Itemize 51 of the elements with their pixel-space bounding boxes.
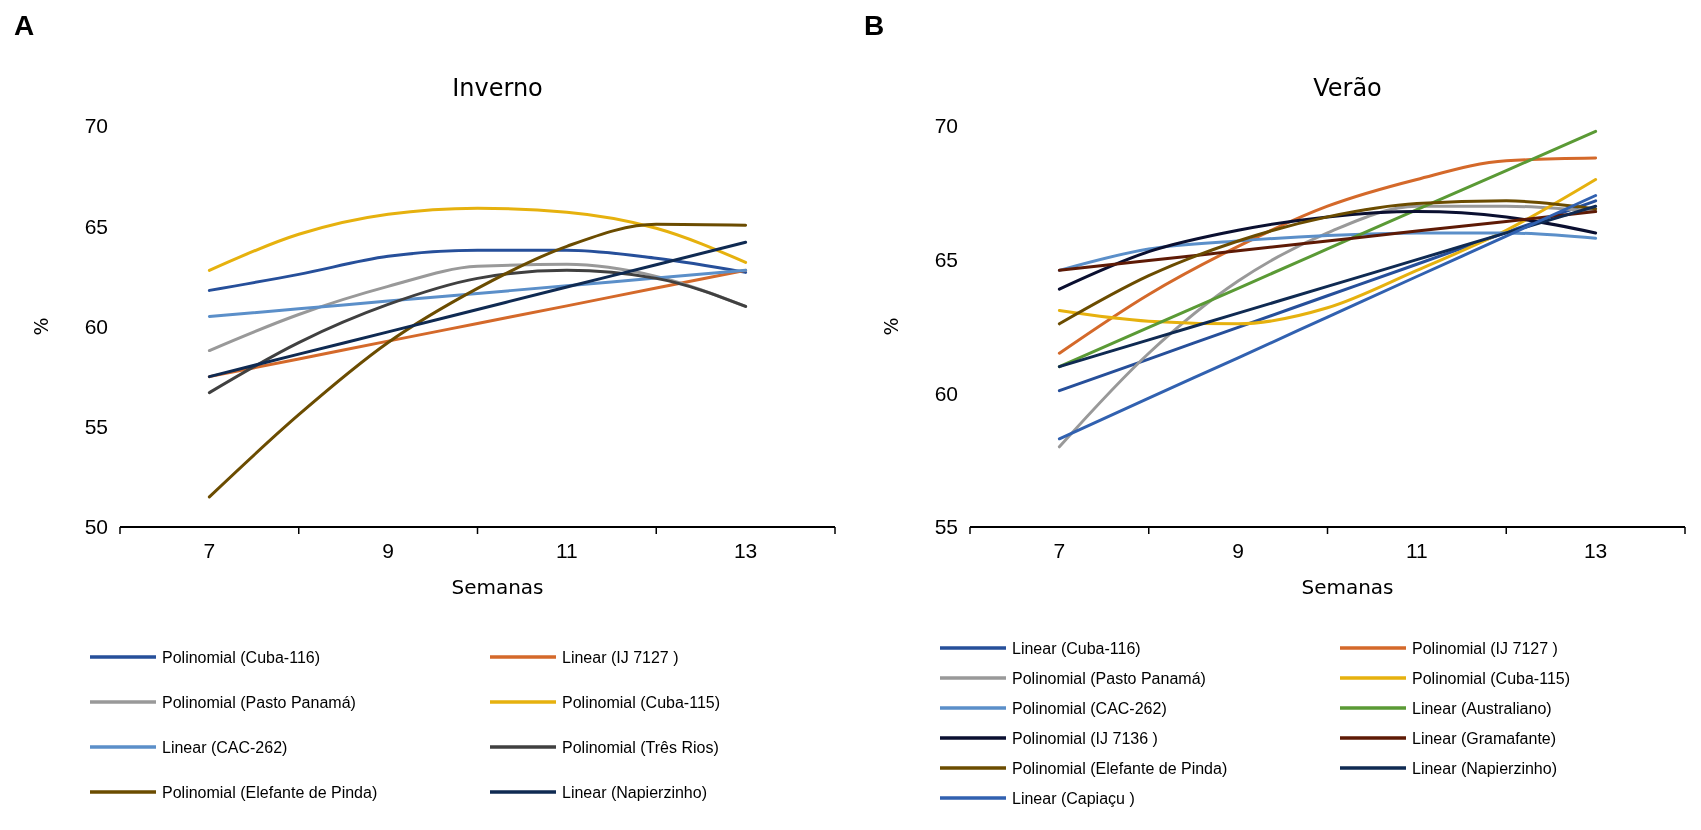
legend-label: Linear (Capiaçu ) <box>1012 789 1135 807</box>
line-series <box>1057 210 1598 272</box>
y-tick-label: 55 <box>84 415 108 439</box>
legend-label: Polinomial (Pasto Panamá) <box>162 693 356 711</box>
x-tick-label: 7 <box>1053 539 1066 562</box>
chart-title: Inverno <box>452 74 543 102</box>
y-axis-title: % <box>30 317 52 336</box>
legend-label: Linear (Napierzinho) <box>562 783 707 801</box>
line-series <box>207 206 748 272</box>
y-tick-label: 60 <box>84 314 108 338</box>
y-tick-label: 70 <box>934 114 958 138</box>
legend-label: Linear (Australiano) <box>1412 699 1552 717</box>
x-tick-label: 9 <box>1232 539 1244 562</box>
x-tick-label: 13 <box>733 539 758 562</box>
y-tick-label: 60 <box>934 381 958 405</box>
legend-label: Polinomial (Pasto Panamá) <box>1012 669 1206 687</box>
x-axis-title: Semanas <box>451 575 544 599</box>
line-series <box>207 268 748 318</box>
y-tick-label: 65 <box>934 248 958 272</box>
text: B <box>864 10 885 41</box>
legend-label: Polinomial (IJ 7136 ) <box>1012 729 1158 747</box>
legend-label: Polinomial (Cuba-115) <box>1412 669 1570 687</box>
legend-label: Polinomial (Três Rios) <box>562 738 719 756</box>
x-tick-label: 9 <box>382 539 394 562</box>
legend-label: Linear (Cuba-116) <box>1012 639 1141 657</box>
chart-title: Verão <box>1313 74 1382 102</box>
y-tick-label: 50 <box>84 515 108 539</box>
x-axis-title: Semanas <box>1301 575 1394 599</box>
line-series <box>207 222 748 499</box>
legend-label: Linear (CAC-262) <box>162 738 288 756</box>
x-tick-label: 11 <box>1405 539 1428 562</box>
y-tick-label: 55 <box>934 515 958 539</box>
legend-label: Polinomial (Cuba-116) <box>162 648 320 666</box>
legend-label: Polinomial (IJ 7127 ) <box>1412 639 1558 657</box>
x-tick-label: 7 <box>203 539 216 562</box>
line-series <box>1057 156 1598 355</box>
y-tick-label: 65 <box>84 214 108 238</box>
y-tick-label: 70 <box>84 114 108 138</box>
legend-label: Linear (Napierzinho) <box>1412 759 1557 777</box>
legend-label: Linear (Gramafante) <box>1412 729 1557 747</box>
legend-label: Polinomial (Cuba-115) <box>562 693 720 711</box>
line-series <box>207 240 748 379</box>
legend-label: Linear (IJ 7127 ) <box>562 648 679 666</box>
x-tick-label: 11 <box>555 539 578 562</box>
legend-label: Polinomial (Elefante de Pinda) <box>162 783 378 801</box>
x-tick-label: 13 <box>1583 539 1608 562</box>
line-series <box>207 248 748 292</box>
legend-label: Polinomial (CAC-262) <box>1012 699 1167 717</box>
text: A <box>14 10 35 41</box>
y-axis-title: % <box>880 317 902 336</box>
legend-label: Polinomial (Elefante de Pinda) <box>1012 759 1228 777</box>
